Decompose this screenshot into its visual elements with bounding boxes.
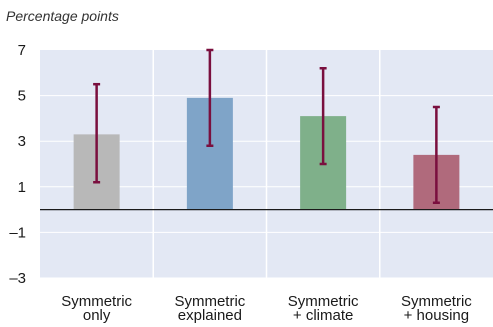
error-bar	[319, 66, 327, 166]
error-bar	[93, 82, 101, 184]
y-unit-label: Percentage points	[6, 8, 119, 24]
error-bar	[432, 105, 440, 205]
y-tick-label: –3	[9, 270, 26, 287]
x-category-label: Symmetric	[61, 293, 132, 310]
y-tick-label: 1	[18, 179, 26, 196]
x-category-label: Symmetric	[401, 293, 472, 310]
error-bars	[93, 48, 440, 205]
y-tick-label: 7	[18, 42, 26, 59]
x-category-label: + housing	[404, 307, 469, 324]
x-category-label: only	[83, 307, 111, 324]
x-category-labels: SymmetriconlySymmetricexplainedSymmetric…	[61, 293, 472, 324]
x-category-label: + climate	[293, 307, 353, 324]
gridlines	[40, 50, 493, 279]
error-bar	[206, 48, 214, 148]
y-tick-label: –1	[9, 224, 26, 241]
x-category-label: Symmetric	[288, 293, 359, 310]
x-category-label: explained	[178, 307, 242, 324]
y-tick-label: 3	[18, 133, 26, 150]
y-tick-label: 5	[18, 88, 26, 105]
x-category-label: Symmetric	[174, 293, 245, 310]
y-tick-labels: 7 5 3 1 –1 –3	[9, 42, 26, 287]
